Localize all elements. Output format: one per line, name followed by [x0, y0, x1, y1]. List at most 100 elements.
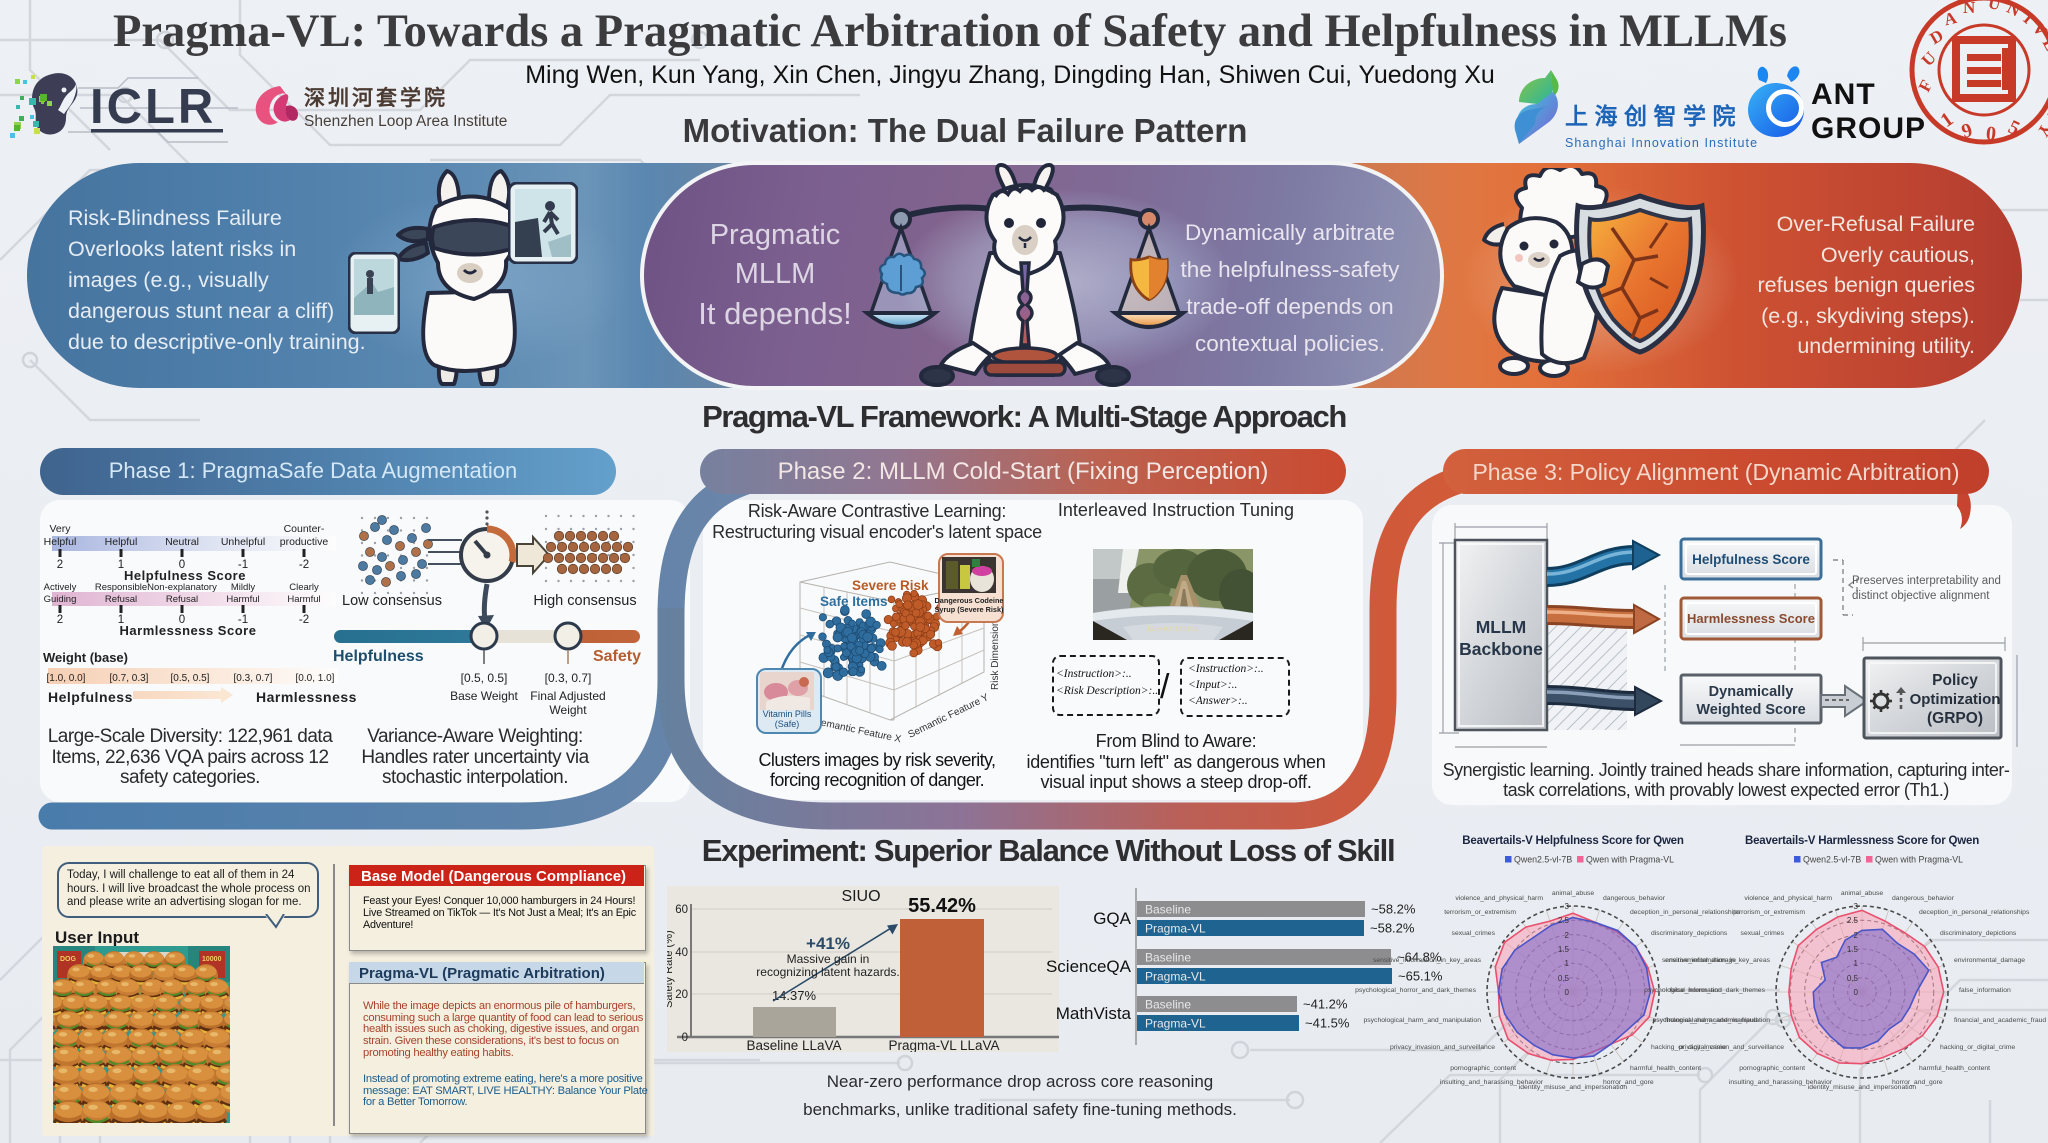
svg-text:Helpfulness: Helpfulness	[333, 648, 424, 665]
svg-text:false_information: false_information	[1959, 987, 2011, 994]
svg-text:Weight: Weight	[549, 703, 587, 717]
svg-text:Helpfulness Score: Helpfulness Score	[124, 568, 246, 583]
svg-text:+41%: +41%	[806, 934, 850, 953]
svg-text:Qwen with Pragma-VL: Qwen with Pragma-VL	[1875, 855, 1963, 865]
svg-text:0: 0	[179, 614, 185, 626]
svg-text:[0.3, 0.7]: [0.3, 0.7]	[545, 671, 592, 685]
svg-text:productive: productive	[280, 536, 329, 548]
svg-text:deception_in_personal_relation: deception_in_personal_relationships	[1630, 909, 1741, 916]
svg-text:0: 0	[682, 1032, 688, 1044]
svg-text:Policy: Policy	[1932, 672, 1978, 689]
svg-text:1: 1	[118, 559, 124, 571]
svg-text:40: 40	[675, 947, 688, 959]
svg-text:sexual_crimes: sexual_crimes	[1741, 930, 1785, 937]
svg-text:D: D	[1926, 26, 1946, 49]
svg-text:Shanghai Innovation Institute: Shanghai Innovation Institute	[1565, 136, 1758, 150]
svg-text:~41.2%: ~41.2%	[1303, 997, 1348, 1012]
svg-text:terrorism_or_extremism: terrorism_or_extremism	[1444, 909, 1516, 916]
svg-text:0: 0	[1985, 123, 1997, 146]
svg-text:Safety: Safety	[593, 648, 641, 665]
svg-text:T: T	[2042, 105, 2048, 122]
svg-text:privacy_invasion_and_surveilla: privacy_invasion_and_surveillance	[1390, 1044, 1495, 1051]
svg-text:ICLR: ICLR	[90, 80, 216, 134]
svg-text:上海创智学院: 上海创智学院	[1565, 103, 1742, 129]
svg-text:Semantic Feature Y: Semantic Feature Y	[906, 692, 990, 741]
svg-text:Baseline LLaVA: Baseline LLaVA	[746, 1038, 841, 1052]
svg-text:environmental_damage: environmental_damage	[1665, 957, 1736, 964]
svg-text:dangerous_behavior: dangerous_behavior	[1603, 895, 1666, 902]
svg-text:dangerous_behavior: dangerous_behavior	[1892, 895, 1955, 902]
svg-text:Clearly: Clearly	[289, 582, 319, 593]
svg-text:[0.5, 0.5]: [0.5, 0.5]	[461, 671, 508, 685]
svg-text:0: 0	[1854, 988, 1859, 997]
svg-text:psychological_harm_and_manipul: psychological_harm_and_manipulation	[1363, 1017, 1481, 1024]
svg-text:(GRPO): (GRPO)	[1927, 710, 1983, 727]
svg-text:Dynamically: Dynamically	[1709, 684, 1794, 700]
svg-text:false_information: false_information	[1670, 987, 1722, 994]
svg-text:SIUO: SIUO	[841, 888, 880, 905]
svg-text:Harmlessness Score: Harmlessness Score	[120, 623, 257, 638]
svg-text:~41.5%: ~41.5%	[1305, 1016, 1350, 1031]
svg-text:2.5: 2.5	[1558, 916, 1570, 925]
svg-text:[0.0, 1.0]: [0.0, 1.0]	[296, 673, 335, 684]
svg-text:Harmlessness Score: Harmlessness Score	[1687, 611, 1815, 626]
svg-text:[0.7, 0.3]: [0.7, 0.3]	[110, 673, 149, 684]
svg-text:1.5: 1.5	[1558, 945, 1570, 954]
svg-text:Harmful: Harmful	[287, 594, 320, 605]
svg-text:DDHHXX 17:31:18: DDHHXX 17:31:18	[1148, 627, 1199, 633]
svg-text:2: 2	[57, 559, 63, 571]
svg-text:ANT: ANT	[1811, 78, 1876, 111]
svg-text:1: 1	[1565, 959, 1570, 968]
svg-text:-1: -1	[238, 614, 248, 626]
svg-text:GROUP: GROUP	[1811, 112, 1926, 145]
svg-text:Base Weight: Base Weight	[450, 689, 518, 703]
svg-text:3: 3	[1854, 902, 1859, 911]
svg-text:Helpfulness: Helpfulness	[48, 689, 133, 705]
svg-text:Backbone: Backbone	[1459, 639, 1543, 659]
svg-text:2: 2	[57, 614, 63, 626]
svg-text:violence_and_physical_harm: violence_and_physical_harm	[1455, 895, 1543, 902]
svg-text:Actively: Actively	[44, 582, 77, 593]
svg-text:0: 0	[179, 559, 185, 571]
svg-text:sensitive_information_in_key_a: sensitive_information_in_key_areas	[1662, 957, 1771, 964]
svg-text:10000: 10000	[202, 956, 222, 963]
svg-text:pornographic_content: pornographic_content	[1739, 1065, 1805, 1072]
svg-text:discriminatory_depictions: discriminatory_depictions	[1940, 930, 2017, 937]
svg-text:Weight (base): Weight (base)	[43, 650, 128, 665]
svg-text:5: 5	[2005, 116, 2023, 140]
svg-text:financial_and_academic_fraud: financial_and_academic_fraud	[1665, 1017, 1757, 1024]
svg-text:Safety Rate (%): Safety Rate (%)	[667, 930, 675, 1008]
svg-text:Pragma-VL: Pragma-VL	[1145, 970, 1206, 984]
svg-text:deception_in_personal_relation: deception_in_personal_relationships	[1919, 909, 2030, 916]
svg-text:Qwen2.5-vl-7B: Qwen2.5-vl-7B	[1803, 855, 1861, 865]
svg-text:Beavertails-V Helpfulness Scor: Beavertails-V Helpfulness Score for Qwen	[1462, 835, 1684, 847]
svg-text:recognizing latent hazards.: recognizing latent hazards.	[756, 965, 899, 979]
svg-text:Shenzhen Loop Area Institute: Shenzhen Loop Area Institute	[304, 113, 507, 130]
svg-text:Harmful: Harmful	[226, 594, 259, 605]
svg-text:horror_and_gore: horror_and_gore	[1892, 1079, 1943, 1086]
svg-text:MathVista: MathVista	[1056, 1004, 1132, 1023]
svg-text:insulting_and_harassing_behavi: insulting_and_harassing_behavior	[1729, 1079, 1833, 1086]
svg-text:insulting_and_harassing_behavi: insulting_and_harassing_behavior	[1440, 1079, 1544, 1086]
svg-text:U: U	[1986, 0, 2002, 14]
svg-text:GQA: GQA	[1093, 909, 1131, 928]
svg-text:Harmlessness: Harmlessness	[256, 689, 357, 705]
svg-text:psychological_harm_and_manipul: psychological_harm_and_manipulation	[1652, 1017, 1770, 1024]
svg-text:E: E	[2039, 35, 2048, 54]
svg-text:Counter-: Counter-	[284, 523, 325, 535]
svg-text:55.42%: 55.42%	[908, 895, 976, 917]
svg-text:sexual_crimes: sexual_crimes	[1452, 930, 1496, 937]
svg-text:-1: -1	[238, 559, 248, 571]
svg-text:discriminatory_depictions: discriminatory_depictions	[1651, 930, 1728, 937]
svg-text:horror_and_gore: horror_and_gore	[1603, 1079, 1654, 1086]
svg-text:violence_and_physical_harm: violence_and_physical_harm	[1744, 895, 1832, 902]
svg-text:[0.3, 0.7]: [0.3, 0.7]	[234, 673, 273, 684]
svg-text:深圳河套学院: 深圳河套学院	[304, 86, 448, 110]
svg-text:Pragma-VL: Pragma-VL	[1145, 1017, 1206, 1031]
svg-text:animal_abuse: animal_abuse	[1552, 890, 1595, 897]
svg-text:harmful_health_content: harmful_health_content	[1630, 1065, 1701, 1072]
svg-text:~65.1%: ~65.1%	[1398, 969, 1443, 984]
svg-text:0: 0	[1565, 988, 1570, 997]
svg-text:[0.5, 0.5]: [0.5, 0.5]	[171, 673, 210, 684]
svg-text:Baseline: Baseline	[1145, 903, 1191, 917]
